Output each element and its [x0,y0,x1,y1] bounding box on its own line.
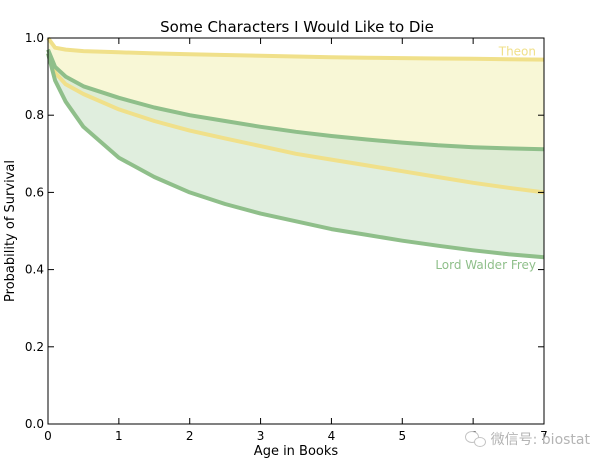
y-axis-label: Probability of Survival [3,160,18,302]
y-tick-label: 0.6 [25,185,44,199]
y-tick-label: 0.2 [25,340,44,354]
series-layer [46,36,545,260]
y-tick-label: 1.0 [25,31,44,45]
series-1-upper-line [46,48,545,152]
x-tick-label: 7 [540,429,548,443]
plot-frame [47,37,545,425]
y-tick-label: 0.4 [25,263,44,277]
x-tick-label: 4 [328,429,336,443]
y-tick-label: 0.8 [25,108,44,122]
series-label-theon: Theon [498,45,536,59]
x-tick-label: 2 [186,429,194,443]
x-tick-label: 5 [398,429,406,443]
x-tick-label: 0 [44,429,52,443]
x-tick-label: 3 [257,429,265,443]
y-tick-label: 0.0 [25,417,44,431]
watermark: 微信号: biostat [464,429,590,449]
watermark-text: 微信号: biostat [490,432,590,448]
labels-layer: Theon Lord Walder Frey [435,45,536,273]
series-label-frey: Lord Walder Frey [435,258,536,272]
series-0-upper-line [46,36,545,62]
series-1-lower-line [46,52,545,260]
ticks-layer: 0 1 2 3 4 5 6 70.00.20.40.60.81.0 [25,31,548,443]
x-tick-label: 1 [115,429,123,443]
x-axis-label: Age in Books [254,444,339,459]
wechat-icon [464,431,487,447]
chart-title: Some Characters I Would Like to Die [160,18,434,36]
series-0-lower-line [46,52,545,195]
